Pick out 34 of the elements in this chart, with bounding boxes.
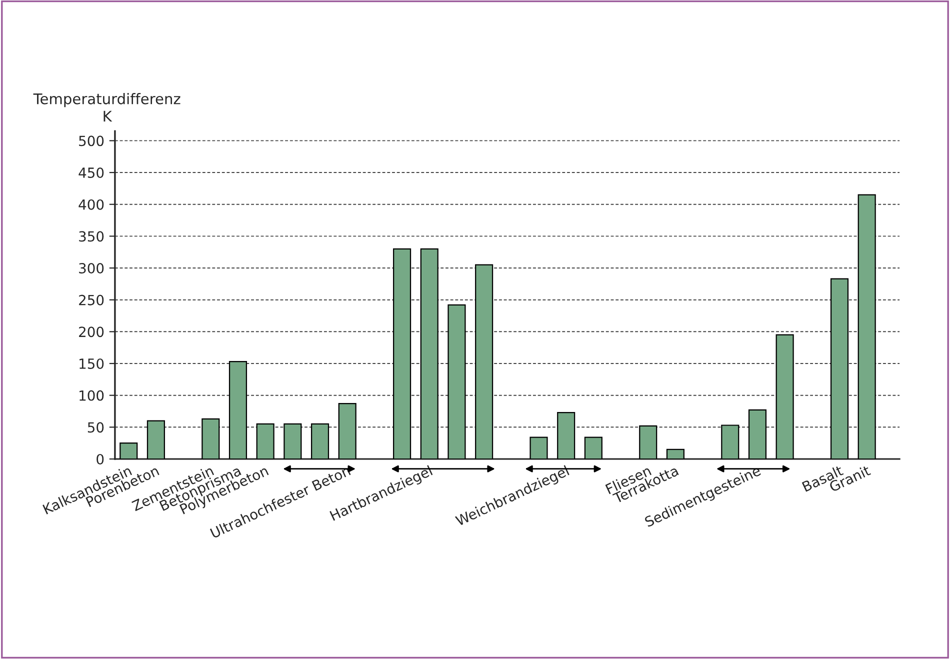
bar (120, 442, 138, 459)
bar (721, 424, 740, 459)
bar (639, 425, 658, 459)
bar (666, 448, 684, 459)
y-tick-label: 400 (78, 199, 104, 210)
y-tick-label: 200 (79, 326, 104, 338)
bar (146, 420, 165, 459)
y-tick-label: 100 (80, 390, 104, 401)
bar (202, 418, 220, 459)
y-tick-label: 500 (79, 136, 104, 146)
bar (584, 436, 602, 459)
y-tick-label: 0 (96, 454, 104, 464)
y-tick-label: 350 (79, 231, 104, 242)
bar (448, 304, 466, 459)
bar (858, 194, 876, 459)
bar (256, 423, 274, 459)
y-tick-label: 300 (79, 262, 104, 274)
y-tick-label: 250 (79, 294, 104, 306)
bar (475, 264, 494, 459)
bar (557, 412, 576, 459)
y-tick-label: 50 (88, 422, 104, 433)
bar (284, 423, 302, 459)
bar (748, 409, 767, 459)
y-tick-label: 150 (80, 358, 104, 369)
bar (830, 278, 849, 459)
bar (228, 361, 248, 459)
y-axis-title: Temperaturdifferenz K (33, 93, 180, 122)
bar (338, 403, 356, 459)
bar (310, 423, 330, 459)
bar (776, 334, 794, 459)
bar (393, 248, 412, 459)
bar (420, 248, 438, 459)
y-tick-label: 450 (78, 167, 104, 178)
bar (530, 436, 548, 459)
